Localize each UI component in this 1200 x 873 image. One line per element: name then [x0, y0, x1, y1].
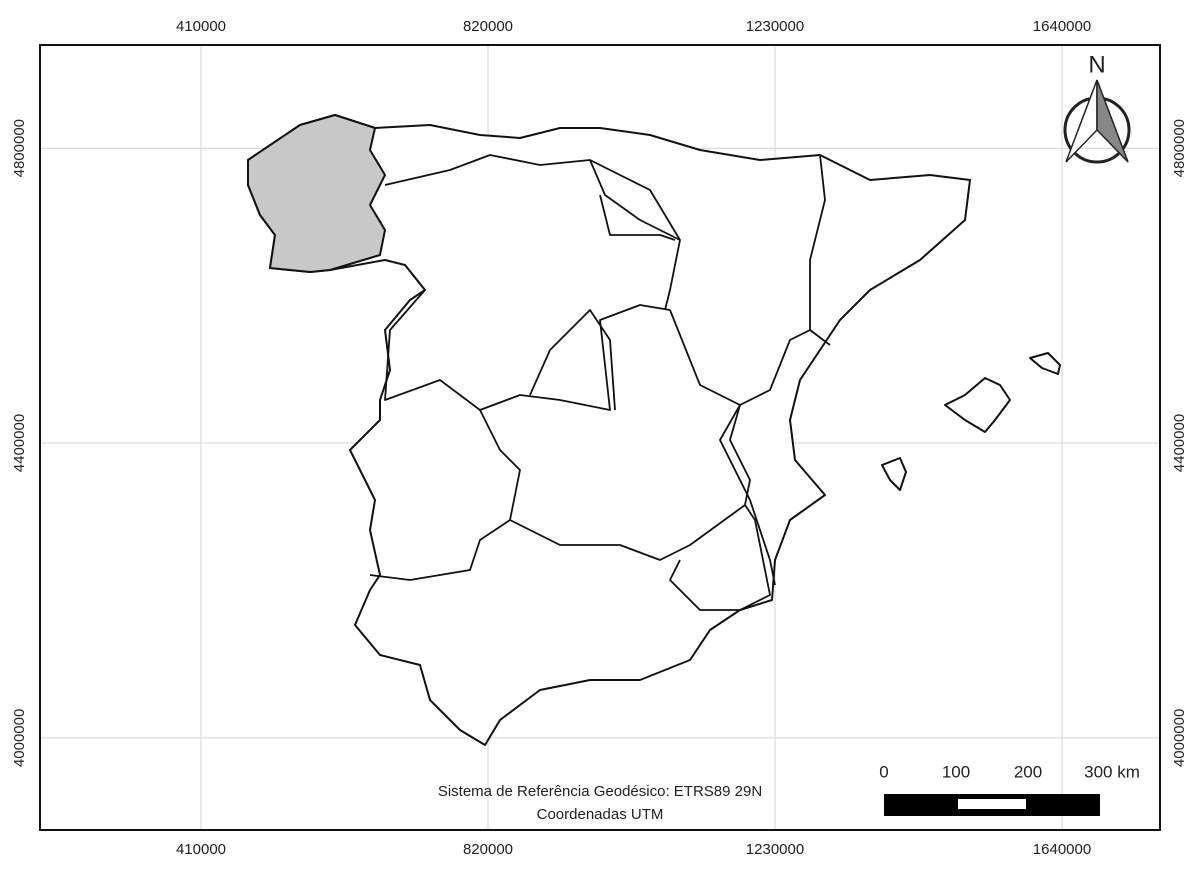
- region-border: [599, 194, 676, 241]
- scale-segment: [884, 794, 956, 816]
- x-tick-label: 410000: [176, 841, 226, 858]
- caption: Coordenadas UTM: [537, 806, 664, 823]
- x-tick-label: 820000: [463, 841, 513, 858]
- x-tick-label: 1640000: [1033, 18, 1091, 35]
- north-arrow: N: [1063, 51, 1131, 164]
- region-border: [669, 504, 771, 611]
- x-tick-label: 820000: [463, 18, 513, 35]
- region-border: [589, 159, 681, 241]
- mainland: [247, 114, 971, 746]
- spain-map: [247, 114, 1061, 746]
- scale-label: 0: [879, 762, 888, 781]
- region-border: [369, 519, 511, 581]
- y-tick-label: 4800000: [11, 119, 28, 177]
- scale-label: 300 km: [1084, 762, 1140, 781]
- x-tick-label: 1230000: [746, 18, 804, 35]
- x-tick-label: 410000: [176, 18, 226, 35]
- y-tick-label: 4400000: [1171, 414, 1188, 472]
- map-frame: [39, 44, 1161, 831]
- arrow-left: [1065, 79, 1098, 163]
- scale-segment-inner: [958, 799, 1026, 809]
- y-tick-label: 4000000: [1171, 709, 1188, 767]
- highlighted-region: [247, 114, 386, 273]
- region-border: [529, 309, 616, 411]
- north-label: N: [1088, 51, 1105, 78]
- island: [1029, 352, 1061, 375]
- y-tick-label: 4400000: [11, 414, 28, 472]
- island: [881, 457, 907, 491]
- scale-label: 200: [1014, 762, 1042, 781]
- x-tick-label: 1640000: [1033, 841, 1091, 858]
- region-border: [719, 404, 776, 586]
- scale-label: 100: [942, 762, 970, 781]
- scale-segment: [1028, 794, 1100, 816]
- y-tick-label: 4800000: [1171, 119, 1188, 177]
- arrow-right: [1096, 79, 1129, 163]
- region-border: [809, 154, 831, 346]
- region-border: [669, 309, 811, 406]
- scale-bar: 0 100 200 300 km: [879, 762, 1140, 816]
- x-tick-label: 1230000: [746, 841, 804, 858]
- region-border: [384, 264, 671, 411]
- island: [944, 377, 1011, 433]
- y-tick-label: 4000000: [11, 709, 28, 767]
- caption: Sistema de Referência Geodésico: ETRS89 …: [438, 783, 762, 800]
- region-border: [479, 404, 751, 561]
